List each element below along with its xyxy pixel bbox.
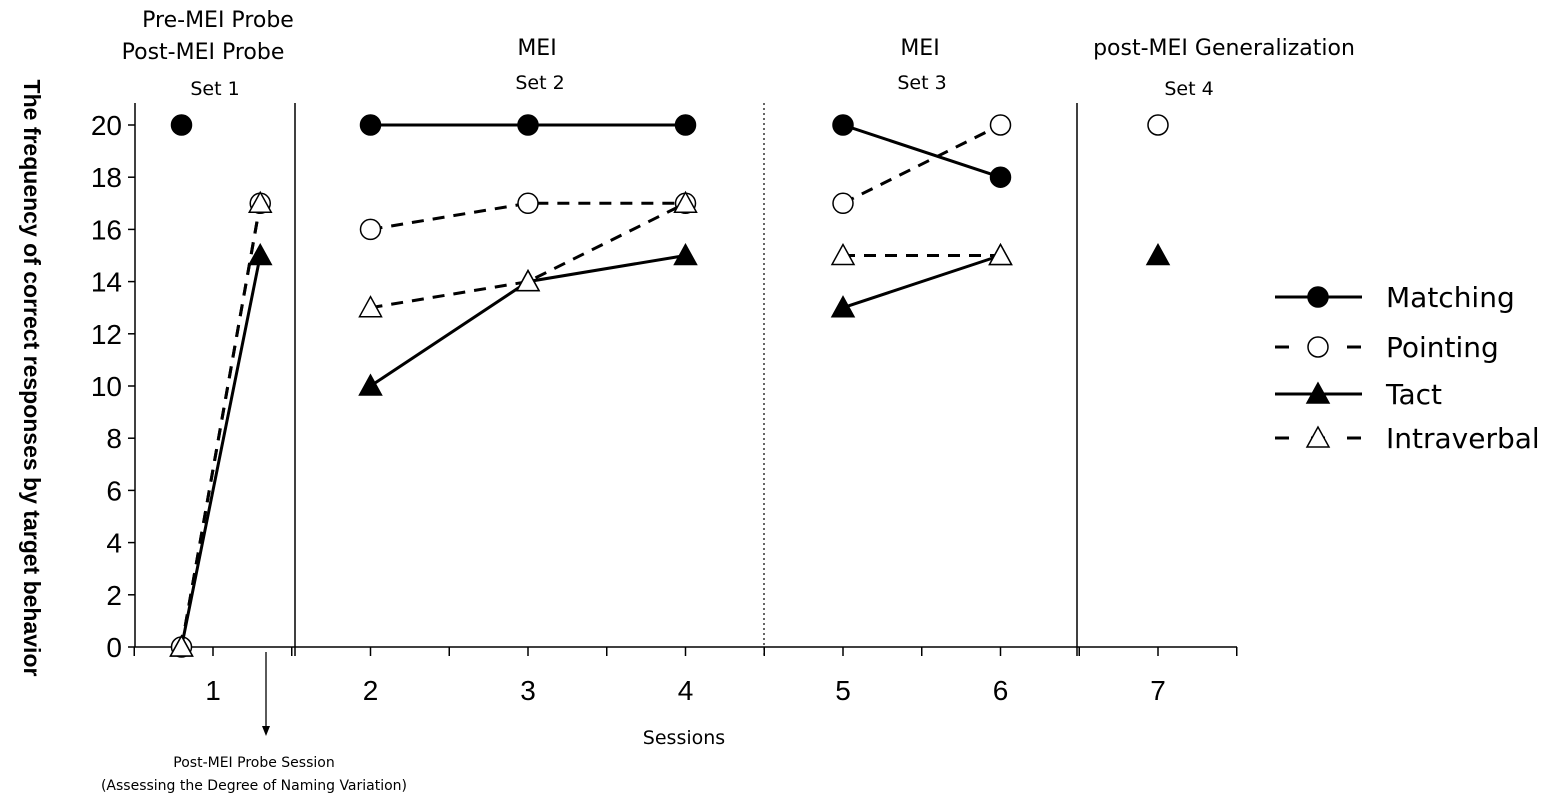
phase-3-label-set: Set 3 [897,72,946,94]
x-tick-label: 4 [678,675,694,706]
tact-point [673,242,698,266]
x-tick-label: 7 [1150,675,1166,706]
legend-label-tact: Tact [1385,378,1442,411]
phase-4-label-line1: post-MEI Generalization [1093,36,1355,61]
intraverbal-point [988,242,1013,266]
intraverbal-lines [180,201,1001,648]
phase-4-label-set: Set 4 [1164,78,1213,100]
tact-point [358,373,383,396]
intraverbal-point [673,190,698,214]
legend-label-matching: Matching [1386,281,1515,314]
intraverbal-point [515,269,541,292]
matching-markers [170,114,1012,188]
legend-marker-intraverbal [1305,425,1331,448]
y-tick-label: 8 [106,423,122,454]
matching-point [832,114,854,136]
tact-point [830,295,856,318]
tact-point [247,242,273,266]
annotation-arrow-head [262,726,270,736]
phase-2-label-set: Set 2 [515,72,564,94]
x-axis-label: Sessions [643,727,725,749]
intraverbal-line-segment [180,203,262,648]
x-tick-label: 3 [520,675,536,706]
phase-1-label-line2: Post-MEI Probe [122,40,285,65]
intraverbal-line-segment [370,201,687,310]
y-tick-label: 14 [91,267,122,298]
matching-line-segment [842,123,1001,179]
legend-marker-tact [1305,381,1331,404]
legend-marker-pointing [1307,336,1329,358]
pointing-line-segment [842,123,1002,205]
phase-dividers [294,103,1078,656]
pointing-point [517,192,539,215]
intraverbal-point [247,190,273,214]
y-tick-label: 4 [106,528,122,559]
pointing-point [989,114,1012,136]
intraverbal-markers [169,190,1013,657]
y-axis-label: The frequency of correct responses by ta… [19,80,45,677]
legend-marker-matching [1307,286,1329,308]
annotation-line1: Post-MEI Probe Session [173,755,334,771]
matching-point [989,166,1012,188]
pointing-line-segment [370,201,686,231]
matching-point [170,114,193,136]
y-tick-label: 0 [106,632,122,663]
y-tick-label: 6 [106,475,122,506]
series-matching [170,114,1012,188]
legend-label-pointing: Pointing [1386,331,1499,364]
series-tact [169,242,1171,657]
axes [134,103,1237,648]
y-tick-label: 16 [91,214,122,245]
phase-1-label-set: Set 1 [190,78,239,100]
pointing-point [359,218,382,241]
phase-2-label-line1: MEI [517,36,556,61]
pointing-markers [170,114,1169,658]
matching-point [359,114,382,136]
tact-markers [169,242,1171,657]
x-tick-label: 6 [993,675,1009,706]
phase-3-label-line1: MEI [900,36,939,61]
intraverbal-point [169,634,194,657]
post-mei-probe-annotation: Post-MEI Probe Session (Assessing the De… [101,652,407,794]
tact-point [1145,242,1171,266]
y-tick-label: 18 [91,162,122,193]
phase-1-label-line1: Pre-MEI Probe [142,8,294,33]
annotation-line2: (Assessing the Degree of Naming Variatio… [101,778,407,794]
pointing-lines [180,123,1002,648]
x-tick-label: 2 [363,675,379,706]
intraverbal-point [358,295,383,318]
x-tick-label: 5 [835,675,851,706]
phase-labels: Pre-MEI Probe Post-MEI Probe Set 1 MEI S… [122,8,1355,100]
y-tick-label: 12 [91,319,122,350]
series-intraverbal [169,190,1013,657]
series-pointing [170,114,1169,658]
x-ticks: 1 2 3 4 5 6 7 [133,647,1238,706]
tact-line-segment [180,255,262,648]
series-layer [169,114,1171,658]
y-tick-label: 2 [106,580,122,611]
intraverbal-point [830,242,856,266]
y-ticks: 0 2 4 6 8 10 12 14 16 18 20 [91,110,135,663]
y-tick-label: 10 [91,371,122,402]
matching-point [674,114,697,136]
matching-point [517,114,539,136]
pointing-point [1147,114,1169,136]
tact-lines [180,254,1001,648]
legend: Matching Pointing Tact Intraverbal [1275,281,1540,455]
x-tick-label: 1 [205,675,221,706]
pointing-point [832,192,854,215]
legend-label-intraverbal: Intraverbal [1386,422,1540,455]
tact-line-segment [842,254,1001,310]
y-tick-label: 20 [91,110,122,141]
